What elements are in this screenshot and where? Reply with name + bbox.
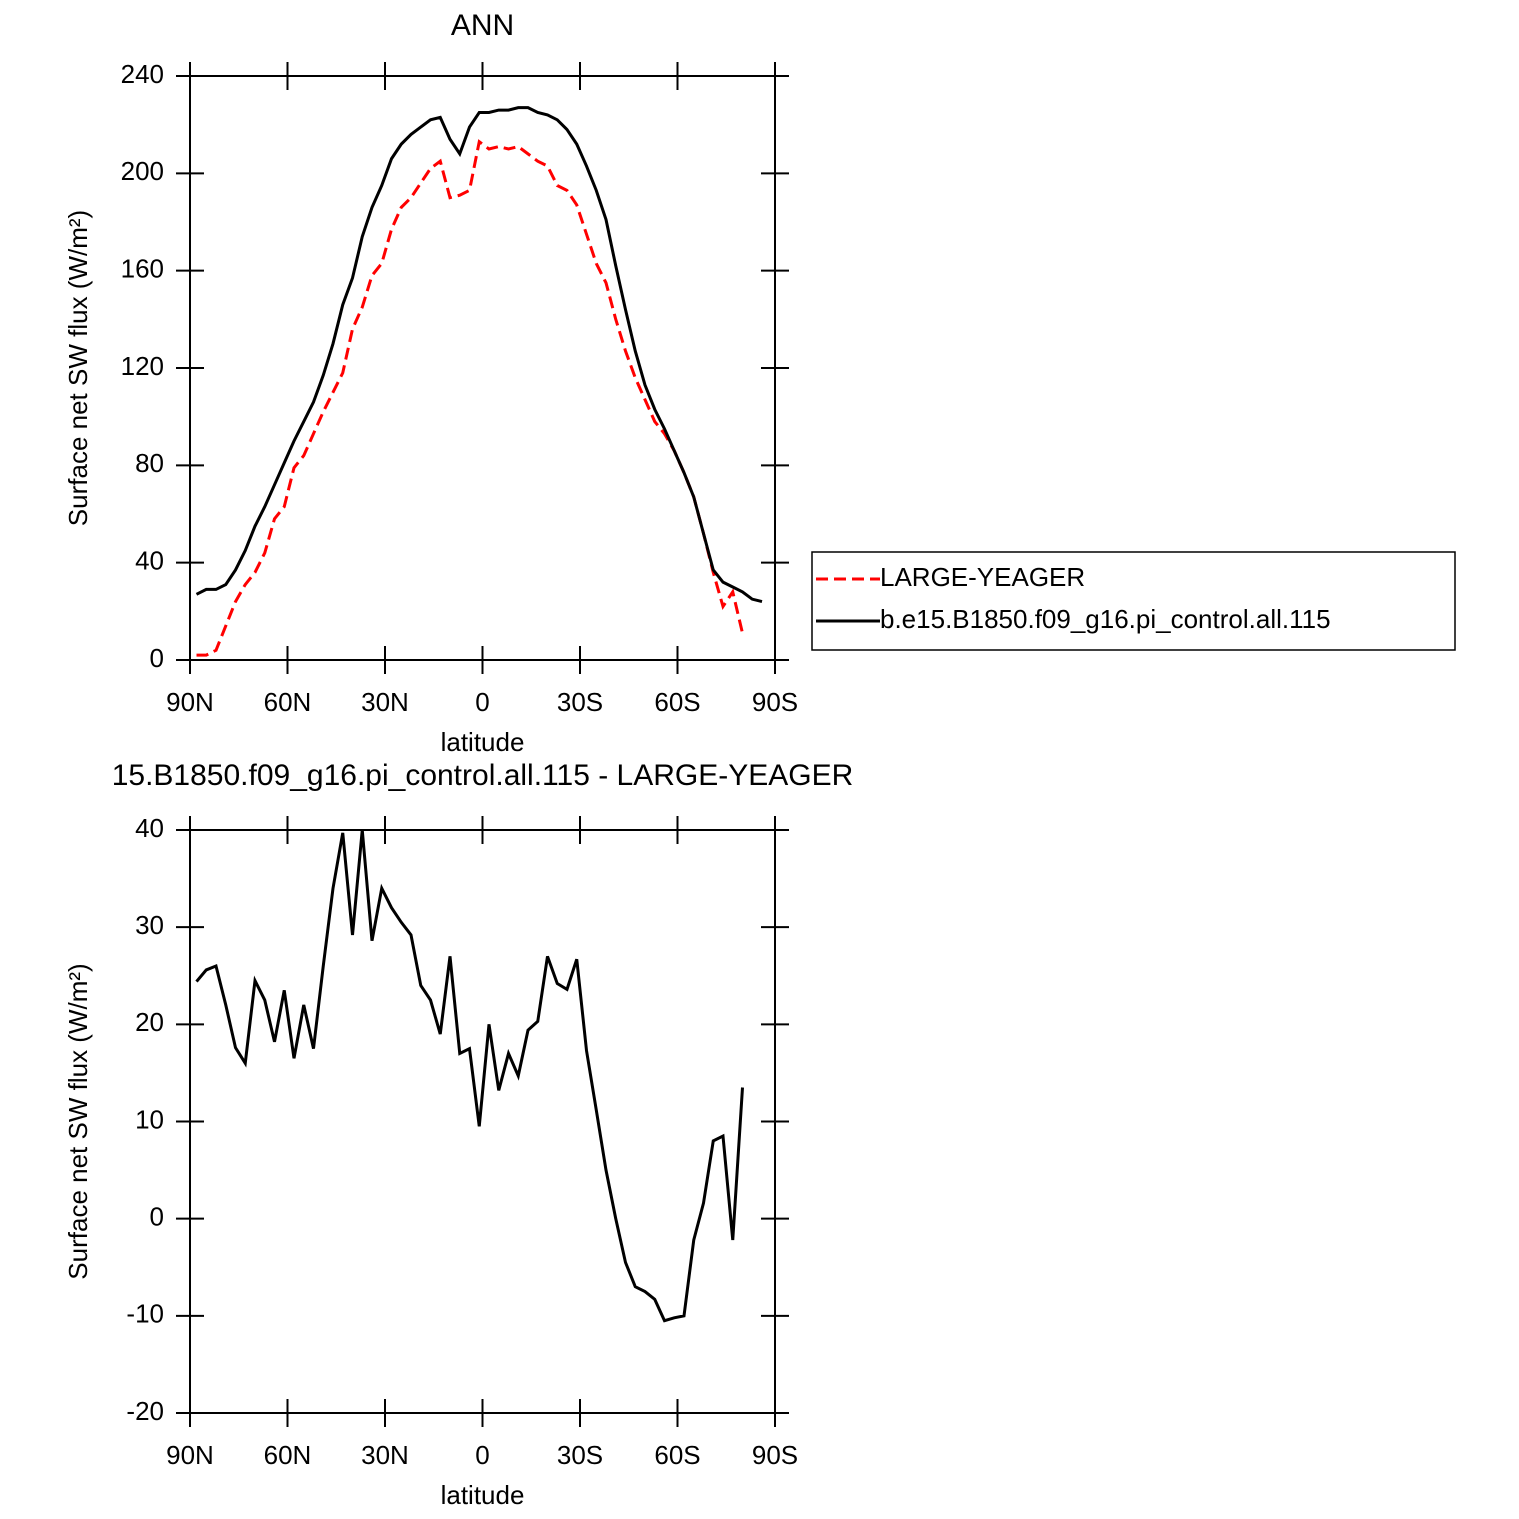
x-tick-label: 60N: [264, 687, 312, 717]
legend-label: b.e15.B1850.f09_g16.pi_control.all.115: [880, 604, 1331, 634]
x-axis-label: latitude: [441, 727, 525, 757]
x-tick-label: 60S: [654, 1440, 700, 1470]
y-tick-label: 10: [135, 1104, 164, 1134]
y-tick-label: 30: [135, 910, 164, 940]
y-tick-label: 0: [150, 1202, 164, 1232]
chart-title: ANN: [451, 9, 514, 42]
y-tick-label: 80: [135, 448, 164, 478]
y-tick-label: 0: [150, 643, 164, 673]
y-tick-label: 40: [135, 546, 164, 576]
x-tick-label: 60S: [654, 687, 700, 717]
legend-label: LARGE-YEAGER: [880, 562, 1085, 592]
x-tick-label: 90S: [752, 687, 798, 717]
x-tick-label: 30S: [557, 687, 603, 717]
x-tick-label: 30S: [557, 1440, 603, 1470]
x-tick-label: 0: [475, 687, 489, 717]
chart-title: 15.B1850.f09_g16.pi_control.all.115 - LA…: [112, 759, 854, 792]
x-axis-label: latitude: [441, 1480, 525, 1510]
y-tick-label: 200: [121, 156, 164, 186]
y-tick-label: 40: [135, 813, 164, 843]
x-tick-label: 30N: [361, 687, 409, 717]
x-tick-label: 0: [475, 1440, 489, 1470]
plot-frame: [189, 829, 776, 1414]
legend-box: [811, 551, 1456, 651]
plot-frame: [189, 75, 776, 661]
y-tick-label: 240: [121, 59, 164, 89]
y-tick-label: 20: [135, 1007, 164, 1037]
y-tick-label: -10: [126, 1299, 164, 1329]
y-tick-label: 160: [121, 254, 164, 284]
y-tick-label: 120: [121, 351, 164, 381]
x-tick-label: 90S: [752, 1440, 798, 1470]
data-line: [196, 139, 744, 657]
y-axis-label: Surface net SW flux (W/m²): [63, 210, 93, 526]
data-line: [195, 829, 744, 1323]
x-tick-label: 30N: [361, 1440, 409, 1470]
y-axis-label: Surface net SW flux (W/m²): [63, 963, 93, 1279]
y-tick-label: -20: [126, 1396, 164, 1426]
data-line: [195, 106, 763, 604]
x-tick-label: 90N: [166, 687, 214, 717]
x-tick-label: 90N: [166, 1440, 214, 1470]
x-tick-label: 60N: [264, 1440, 312, 1470]
